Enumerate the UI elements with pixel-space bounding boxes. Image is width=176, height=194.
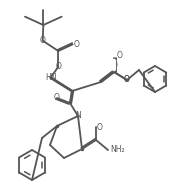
Text: O: O <box>117 51 123 61</box>
Text: NH₂: NH₂ <box>110 146 125 154</box>
Text: O: O <box>97 122 103 132</box>
Text: O: O <box>55 62 61 71</box>
Text: N: N <box>75 112 81 120</box>
Text: O: O <box>124 75 130 85</box>
Text: O: O <box>74 40 80 49</box>
Text: O: O <box>124 75 130 85</box>
Text: HN: HN <box>45 73 56 82</box>
Text: O: O <box>54 94 60 102</box>
Text: O: O <box>40 36 46 45</box>
Text: O: O <box>112 61 118 70</box>
